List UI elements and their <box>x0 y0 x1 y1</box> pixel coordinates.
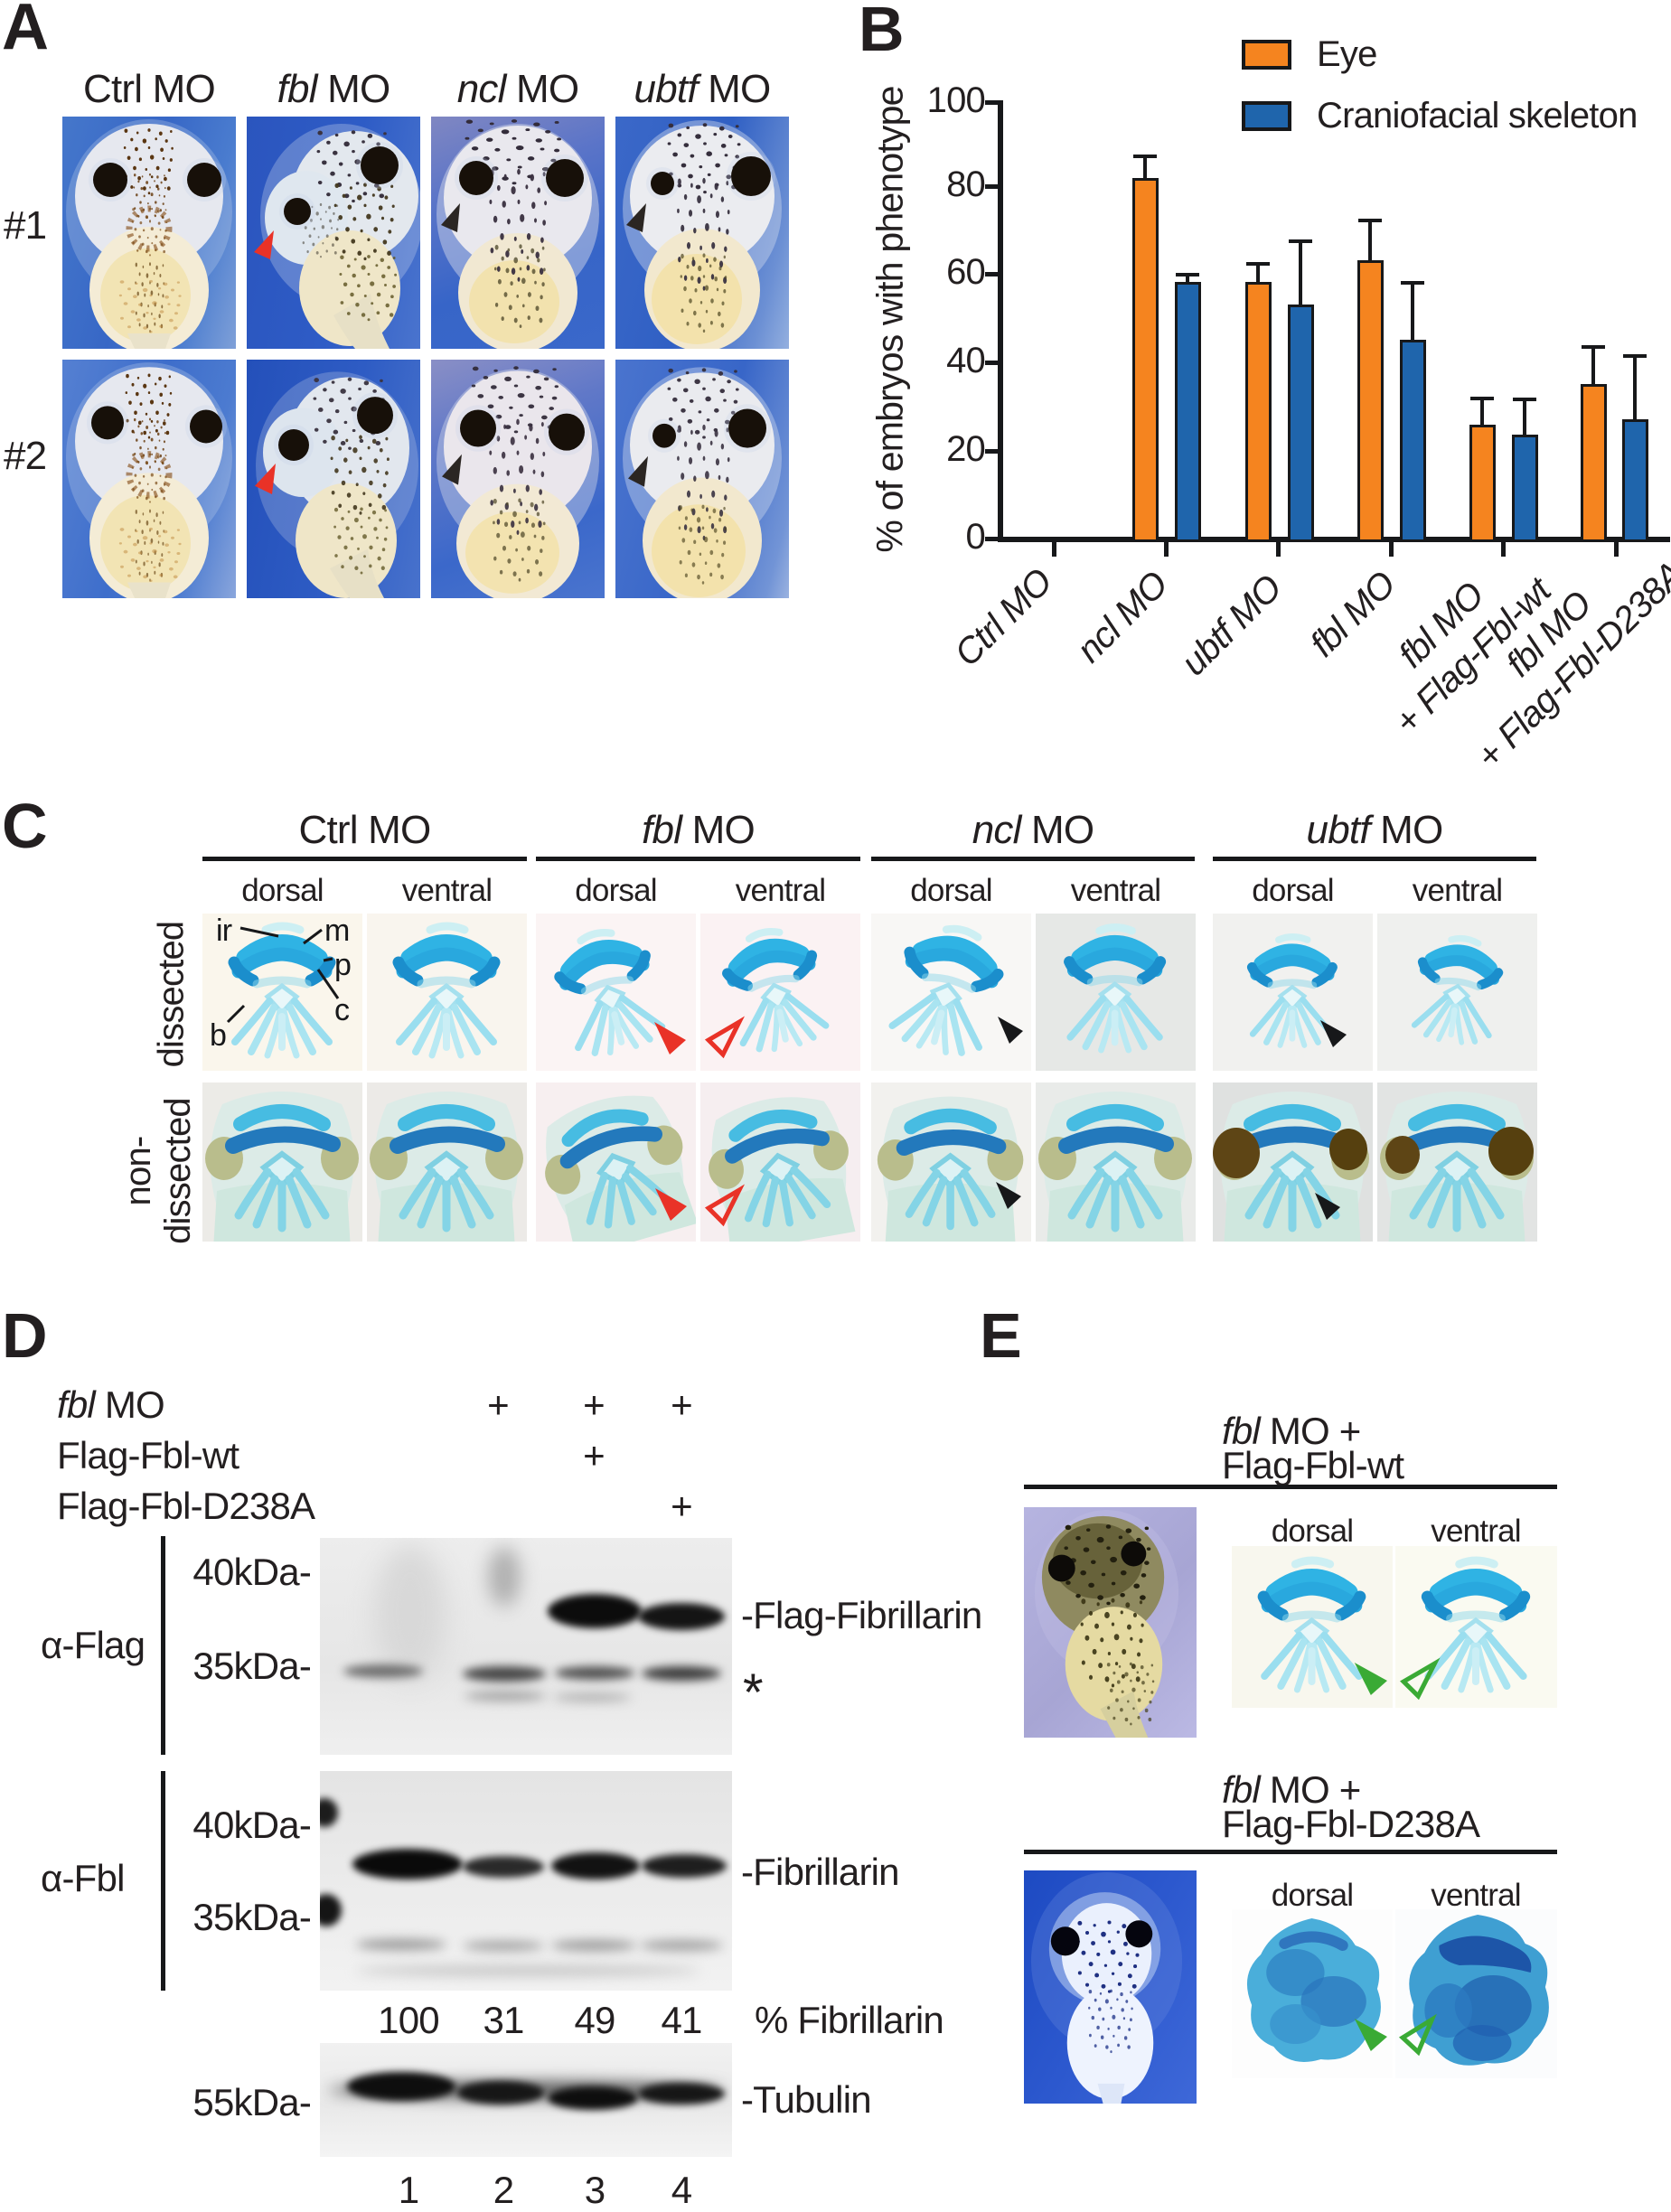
svg-text:m: m <box>324 914 350 948</box>
svg-text:b: b <box>210 1018 226 1053</box>
svg-text:ir: ir <box>216 914 232 948</box>
svg-text:c: c <box>334 993 350 1027</box>
svg-text:p: p <box>334 948 351 982</box>
